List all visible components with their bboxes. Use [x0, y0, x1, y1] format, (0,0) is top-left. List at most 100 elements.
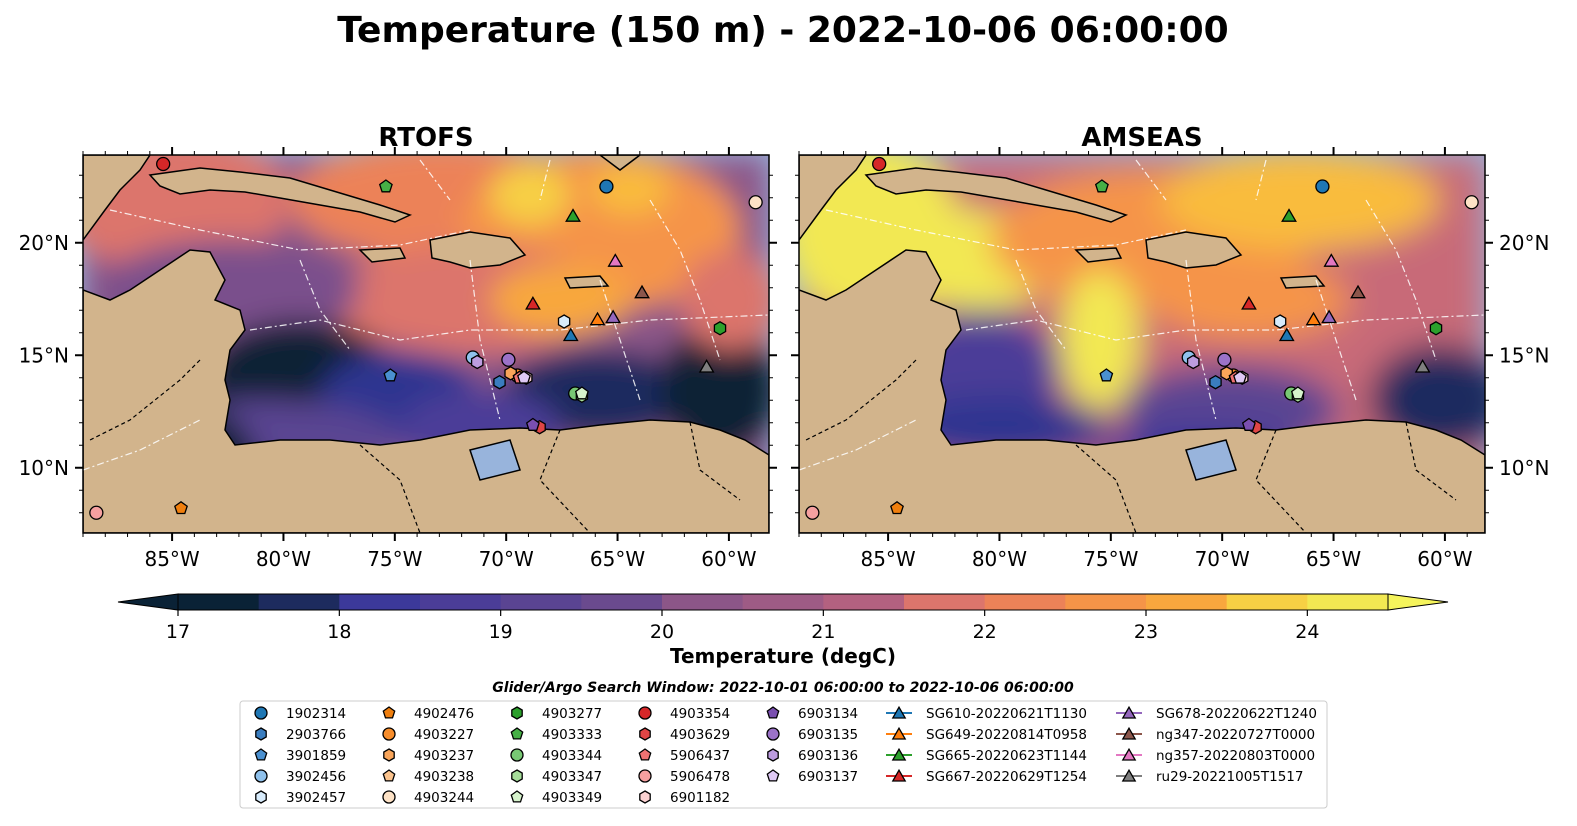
legend-label: 4903244	[414, 790, 474, 806]
legend-marker-6903136	[767, 748, 779, 762]
legend-marker-SG610-20220621T1130	[891, 705, 907, 719]
colorbar-cell	[904, 594, 986, 610]
colorbar-tick-label: 24	[1295, 621, 1319, 643]
legend-marker-SG667-20220629T1254	[891, 768, 907, 782]
platform-marker-3902457	[557, 314, 571, 329]
legend-label: 6903135	[798, 727, 858, 743]
legend-marker-5906478	[638, 769, 652, 783]
platform-marker-SG678-20220622T1240	[1321, 309, 1337, 324]
legend-box	[239, 700, 1328, 809]
legend-label: SG665-20220623T1144	[926, 748, 1087, 764]
legend-marker-3902456	[254, 769, 268, 783]
platform-marker-1902314	[599, 179, 614, 194]
colorbar-cell	[823, 594, 905, 610]
legend-label: 4903238	[414, 769, 474, 785]
legend-entry-4903629: 4903629	[639, 727, 730, 743]
platform-marker-SG667-20220629T1254	[525, 295, 541, 310]
colorbar-outline	[177, 593, 1389, 611]
lon-axis-rtofs: 85°W 80°W 75°W 70°W 65°W 60°W	[82, 147, 757, 571]
platform-marker-4903349	[574, 386, 589, 400]
lon-tick-label: 65°W	[590, 547, 645, 571]
legend-marker-ng357-20220803T0000	[1121, 747, 1137, 761]
legend-entry-4903347: 4903347	[511, 769, 602, 785]
colorbar-under-extend	[117, 593, 179, 611]
colorbar-label: Temperature (degC)	[670, 644, 896, 668]
legend-marker-6903134	[766, 706, 780, 719]
platform-marker-5906478	[89, 505, 104, 520]
platform-marker-4903354	[156, 156, 171, 172]
legend-label: ng357-20220803T0000	[1156, 748, 1315, 764]
lon-tick-label: 65°W	[1306, 547, 1361, 571]
map-panel-rtofs: 85°W 80°W 75°W 70°W 65°W 60°W 10°N 15°N 20°N	[19, 147, 777, 571]
legend-marker-2903766	[255, 727, 267, 741]
platform-marker-1902314	[1315, 179, 1330, 194]
legend-entry-1902314: 1902314	[254, 706, 346, 722]
colorbar-tick-label: 17	[166, 621, 190, 643]
lon-tick-label: 60°W	[1417, 547, 1472, 571]
legend-marker-1902314	[254, 706, 268, 720]
legend-entry-6903135: 6903135	[766, 727, 858, 743]
legend-marker-3902457	[255, 790, 267, 804]
legend-label: SG678-20220622T1240	[1156, 706, 1317, 722]
legend-entry-4903344: 4903344	[510, 748, 602, 764]
colorbar-cell	[178, 594, 260, 610]
platform-marker-ng347-20220727T0000	[634, 284, 650, 299]
lon-tick-label: 70°W	[1195, 547, 1250, 571]
platform-marker-4903244	[748, 195, 763, 210]
lat-tick-label: 10°N	[1499, 456, 1549, 480]
legend-entry-4903354: 4903354	[638, 706, 730, 722]
legend-marker-SG678-20220622T1240	[1121, 705, 1137, 719]
lon-tick-label: 80°W	[256, 547, 311, 571]
markers-rtofs	[89, 156, 763, 520]
colorbar-cell	[258, 594, 340, 610]
legend-label: 4903349	[542, 790, 602, 806]
colorbar-cell	[420, 594, 502, 610]
legend-entry-ng357-20220803T0000: ng357-20220803T0000	[1116, 747, 1315, 764]
legend-entry-2903766: 2903766	[255, 727, 346, 743]
colorbar-cell	[742, 594, 824, 610]
legend-label: 5906437	[670, 748, 730, 764]
legend-marker-5906437	[638, 748, 652, 761]
colorbar-tick-label: 20	[650, 621, 674, 643]
legend-entry-6901182: 6901182	[639, 790, 730, 806]
legend-label: 4903237	[414, 748, 474, 764]
platform-marker-6903134	[525, 417, 540, 431]
legend-entry-SG667-20220629T1254: SG667-20220629T1254	[886, 768, 1087, 785]
legend-marker-4903344	[510, 748, 524, 762]
platform-marker-ru29-20221005T1517	[1414, 358, 1431, 373]
legend-label: 6901182	[670, 790, 730, 806]
colorbar-cell	[1307, 594, 1389, 610]
legend-label: 3902456	[286, 769, 346, 785]
legend-label: 3901859	[286, 748, 346, 764]
platform-marker-2903766	[493, 374, 506, 390]
colorbar-cell	[581, 594, 663, 610]
platform-marker-6903135	[1217, 352, 1232, 367]
colorbar-cell	[984, 594, 1066, 610]
legend-label: 5906478	[670, 769, 730, 785]
legend-marker-SG649-20220814T0958	[891, 726, 907, 740]
lat-tick-label: 20°N	[19, 231, 69, 255]
legend-label: ng347-20220727T0000	[1156, 727, 1315, 743]
lon-tick-label: 60°W	[701, 547, 756, 571]
temperature-field	[83, 155, 769, 533]
platform-marker-3901859	[383, 368, 398, 382]
lat-axis-rtofs: 10°N 15°N 20°N	[19, 174, 777, 514]
legend-entry-4902476: 4902476	[382, 706, 474, 722]
legend-label: 4902476	[414, 706, 474, 722]
platform-marker-4903354	[872, 156, 887, 172]
platform-marker-3901859	[1099, 368, 1114, 382]
platform-marker-6903137	[517, 370, 531, 384]
platform-marker-4903277	[713, 321, 727, 336]
legend-entry-5906437: 5906437	[638, 748, 730, 764]
colorbar-tick-label: 18	[327, 621, 351, 643]
legend-entry-ng347-20220727T0000: ng347-20220727T0000	[1116, 726, 1315, 743]
legend-marker-4903349	[510, 790, 524, 803]
legend-entries: 1902314 2903766 3901859 3902456 3902457 49024…	[254, 705, 1317, 806]
platform-marker-4903277	[1429, 321, 1443, 336]
lon-axis-amseas: 85°W 80°W 75°W 70°W 65°W 60°W	[798, 147, 1473, 571]
land	[83, 155, 769, 533]
legend-entry-4903238: 4903238	[382, 769, 474, 785]
legend-label: 4903277	[542, 706, 602, 722]
legend-entry-4903227: 4903227	[382, 727, 474, 743]
